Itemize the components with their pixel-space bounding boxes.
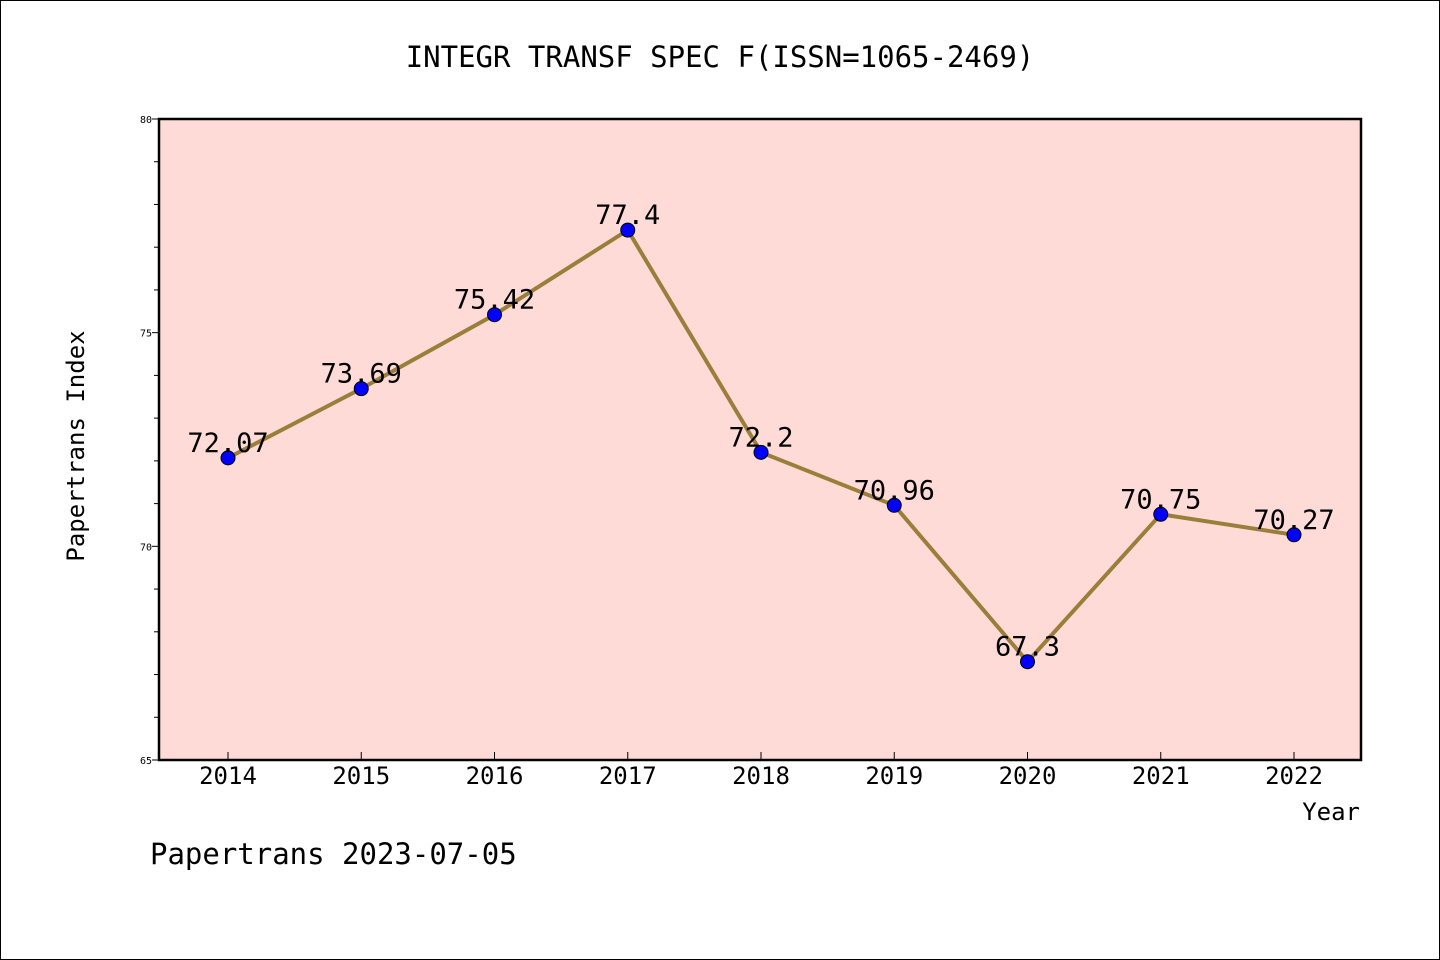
data-label: 73.69 bbox=[321, 359, 402, 390]
x-tick-label: 2020 bbox=[999, 762, 1057, 790]
x-axis-label: Year bbox=[1302, 798, 1360, 826]
x-tick-label: 2021 bbox=[1132, 762, 1190, 790]
y-axis: 65 70 75 80 bbox=[140, 115, 159, 767]
y-tick-label: 65 bbox=[140, 756, 152, 767]
data-label: 70.96 bbox=[854, 475, 935, 506]
x-tick-label: 2019 bbox=[865, 762, 923, 790]
data-point bbox=[353, 381, 369, 397]
data-label: 72.07 bbox=[187, 428, 268, 459]
data-label: 75.42 bbox=[454, 285, 535, 316]
data-point bbox=[1286, 527, 1302, 543]
data-point bbox=[1153, 506, 1169, 522]
series-points bbox=[220, 222, 1302, 670]
y-tick-label: 75 bbox=[140, 329, 152, 340]
x-axis: 2014 2015 2016 2017 2018 2019 2020 2021 2022 bbox=[199, 752, 1323, 790]
data-label: 72.2 bbox=[728, 422, 793, 453]
y-tick-label: 80 bbox=[140, 115, 152, 126]
x-tick-label: 2018 bbox=[732, 762, 790, 790]
data-point bbox=[753, 444, 769, 460]
y-tick-label: 70 bbox=[140, 542, 152, 553]
y-axis-label: Papertrans Index bbox=[62, 330, 90, 561]
x-tick-label: 2015 bbox=[332, 762, 390, 790]
data-point bbox=[886, 497, 902, 513]
footer-text: Papertrans 2023-07-05 bbox=[150, 837, 517, 871]
x-tick-label: 2017 bbox=[599, 762, 657, 790]
x-tick-label: 2022 bbox=[1265, 762, 1323, 790]
data-label: 77.4 bbox=[595, 200, 660, 231]
data-point bbox=[220, 450, 236, 466]
data-point bbox=[1020, 654, 1035, 670]
data-labels: 72.07 73.69 75.42 77.4 72.2 70.96 67.3 70.75 70.… bbox=[187, 200, 1334, 663]
chart-title: INTEGR TRANSF SPEC F(ISSN=1065-2469) bbox=[406, 40, 1035, 74]
data-point bbox=[620, 222, 636, 238]
data-label: 67.3 bbox=[995, 632, 1060, 663]
x-tick-label: 2014 bbox=[199, 762, 257, 790]
data-label: 70.75 bbox=[1120, 484, 1201, 515]
plot-area bbox=[157, 117, 1363, 762]
data-label: 70.27 bbox=[1253, 505, 1334, 536]
data-point bbox=[487, 307, 502, 323]
x-tick-label: 2016 bbox=[466, 762, 524, 790]
